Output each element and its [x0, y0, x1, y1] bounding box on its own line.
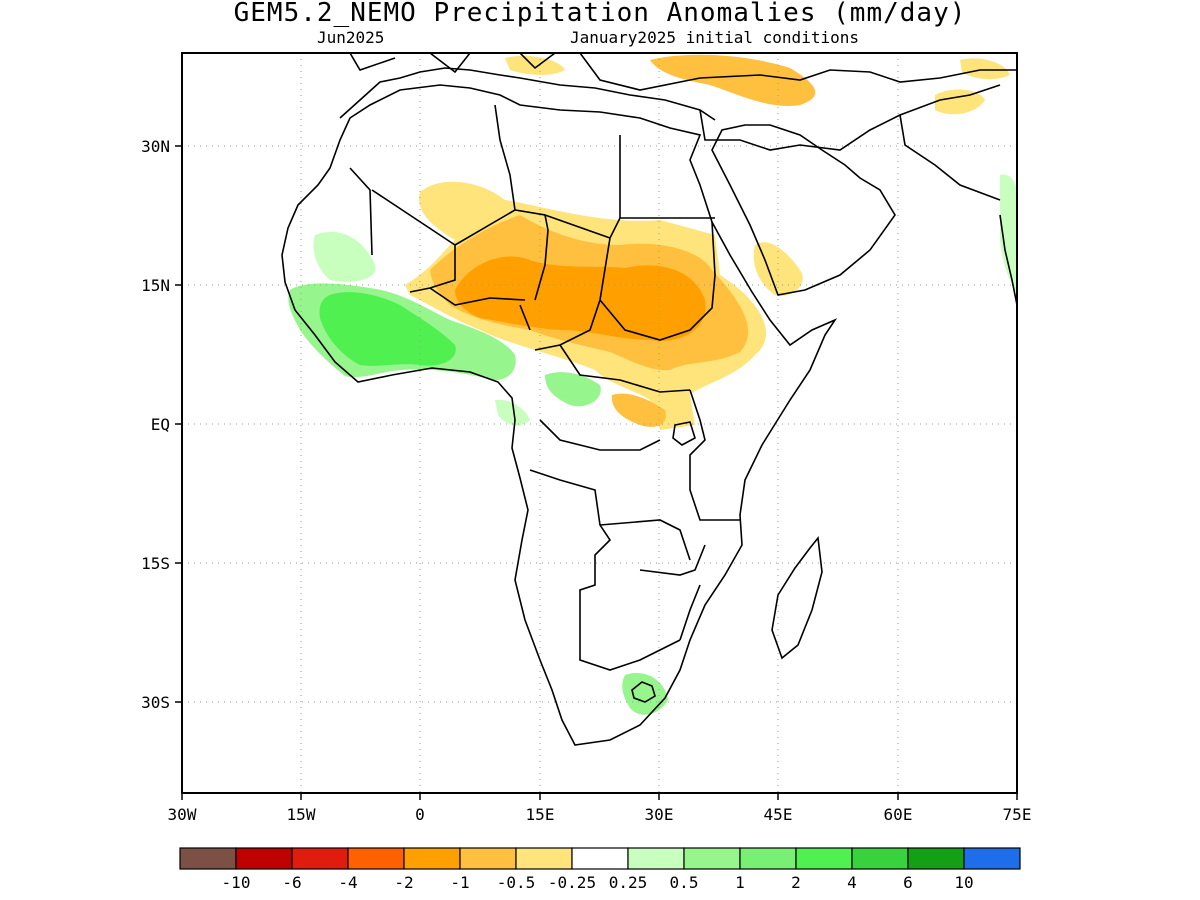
legend-label: -10	[222, 873, 251, 892]
mediterranean-coast	[339, 67, 716, 121]
legend-label: 10	[954, 873, 973, 892]
forecast-month-label: Jun2025	[317, 28, 385, 47]
anomaly-fields	[288, 54, 1017, 715]
wet-anomaly-west-core	[319, 292, 456, 366]
africa-coastline	[281, 84, 838, 746]
legend-label: -6	[282, 873, 301, 892]
lon-tick-label: 15E	[526, 805, 555, 824]
legend-swatch	[683, 847, 741, 870]
legend-label: -2	[394, 873, 413, 892]
middle-east-borders	[699, 84, 1001, 201]
wet-anomaly-sahel-west	[313, 231, 376, 282]
color-legend-labels: -10 -6 -4 -2 -1 -0.5 -0.25 0.25 0.5 1 2 4 6 10	[222, 873, 974, 892]
lon-tick-label: 75E	[1003, 805, 1032, 824]
lat-tick-label: 15N	[141, 276, 170, 295]
lon-tick-label: 45E	[764, 805, 793, 824]
legend-label: 4	[847, 873, 857, 892]
legend-label: -1	[450, 873, 469, 892]
legend-label: 0.5	[670, 873, 699, 892]
lat-tick-label: 15S	[141, 554, 170, 573]
legend-label: 2	[791, 873, 801, 892]
wet-anomaly-gulf	[495, 399, 530, 426]
dry-anomaly-lakes	[611, 393, 666, 427]
dry-anomaly-strong	[455, 256, 706, 341]
legend-swatch	[795, 847, 853, 870]
lat-tick-label: 30S	[141, 693, 170, 712]
legend-swatch	[627, 847, 685, 870]
lesotho-outline	[631, 681, 656, 703]
legend-swatch	[403, 847, 461, 870]
lon-tick-label: 30W	[168, 805, 197, 824]
legend-swatch	[963, 847, 1021, 870]
lon-tick-label: 30E	[645, 805, 674, 824]
legend-label: -4	[338, 873, 357, 892]
legend-swatch	[739, 847, 797, 870]
graticule	[182, 53, 1017, 793]
legend-swatch	[571, 847, 629, 870]
arabia-coastline	[711, 124, 896, 296]
axis-ticks	[175, 145, 1018, 800]
legend-swatch	[347, 847, 405, 870]
dry-anomaly-north-coast	[505, 55, 565, 75]
legend-label: -0.5	[497, 873, 536, 892]
madagascar-coastline	[771, 536, 823, 660]
legend-swatch	[459, 847, 517, 870]
legend-label: 0.25	[609, 873, 648, 892]
legend-swatch	[515, 847, 573, 870]
axis-labels: 30W 15W 0 15E 30E 45E 60E 75E 30N 15N EQ…	[141, 137, 1031, 824]
wet-anomaly-south-africa	[622, 672, 668, 715]
lat-tick-label: EQ	[151, 415, 170, 434]
legend-swatch	[907, 847, 965, 870]
lake-victoria	[672, 421, 696, 446]
wet-anomaly-india	[1000, 174, 1017, 294]
legend-label: -0.25	[548, 873, 596, 892]
initial-conditions-label: January2025 initial conditions	[570, 28, 859, 47]
wet-anomaly-central	[545, 372, 601, 407]
color-legend	[179, 847, 1021, 870]
dry-anomaly-mediterranean	[960, 58, 1010, 80]
legend-swatch	[851, 847, 909, 870]
legend-label: 1	[735, 873, 745, 892]
europe-coast	[349, 53, 1017, 91]
legend-label: 6	[903, 873, 913, 892]
dry-anomaly-iran	[935, 89, 985, 115]
coastlines	[281, 53, 1017, 746]
lon-tick-label: 0	[415, 805, 425, 824]
dry-anomaly-arabia-north	[650, 54, 816, 106]
legend-swatch	[179, 847, 237, 870]
legend-swatch	[235, 847, 293, 870]
lat-tick-label: 30N	[141, 137, 170, 156]
legend-swatch	[291, 847, 349, 870]
lon-tick-label: 15W	[287, 805, 316, 824]
africa-borders	[349, 104, 740, 671]
map-title: GEM5.2_NEMO Precipitation Anomalies (mm/…	[233, 0, 967, 28]
india-coastline	[999, 214, 1017, 306]
map-frame	[181, 52, 1018, 794]
lon-tick-label: 60E	[884, 805, 913, 824]
